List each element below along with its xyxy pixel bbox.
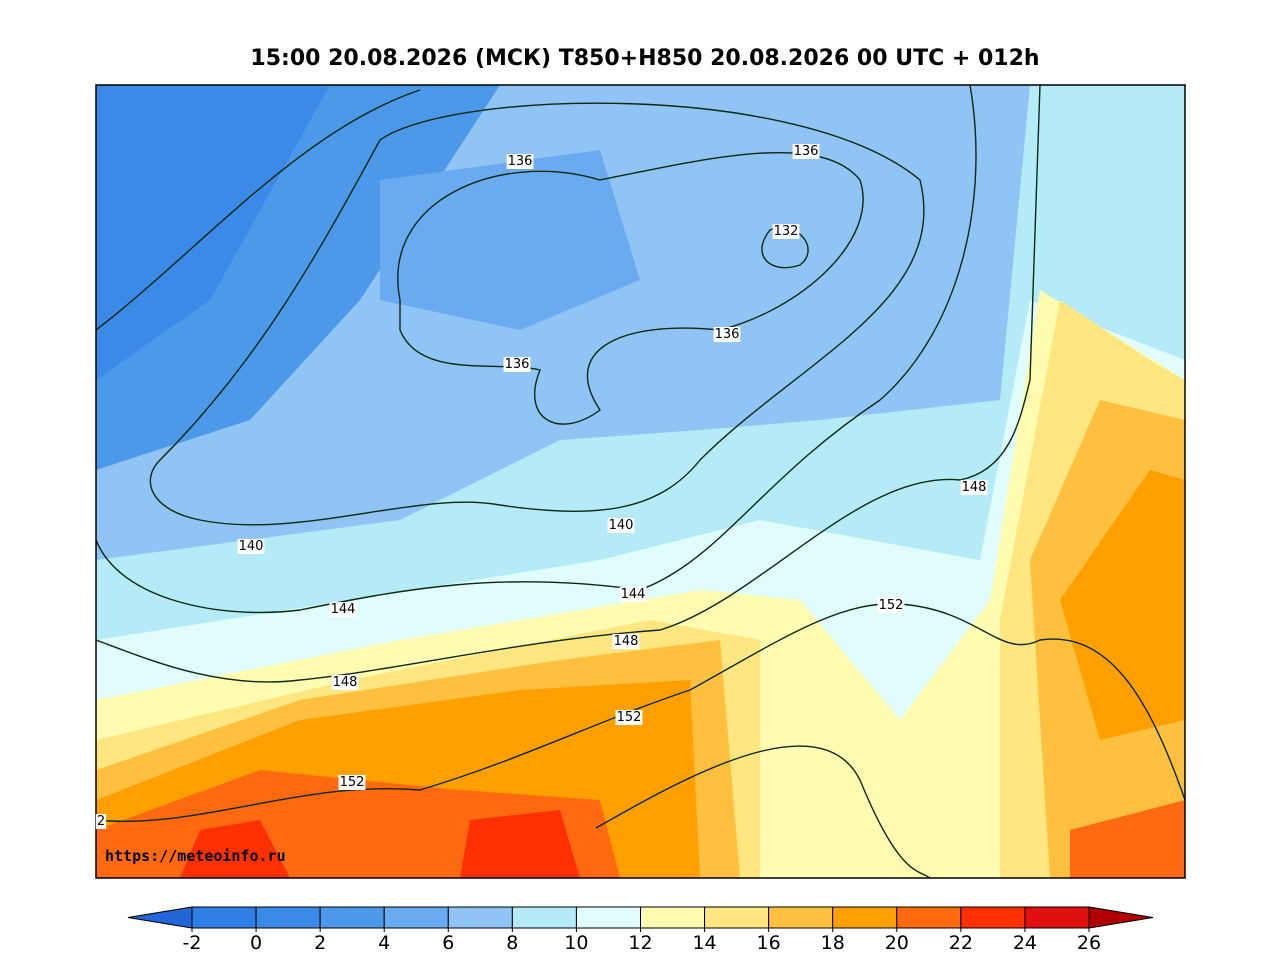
colorbar-tick-label: 4 — [378, 932, 390, 954]
colorbar-tick-label: 16 — [757, 932, 781, 954]
colorbar-segment — [447, 906, 513, 929]
contour-136 — [397, 151, 864, 425]
contour-140 — [96, 89, 925, 526]
contour-label: 148 — [962, 480, 987, 495]
contour-label-bg — [237, 539, 265, 554]
contour-label: 148 — [333, 675, 358, 690]
colorbar-segment — [319, 906, 385, 929]
contour-label-bg — [713, 327, 741, 342]
contour-label: 144 — [621, 587, 646, 602]
colorbar-extend-low — [127, 906, 193, 929]
contour-label: 152 — [340, 775, 365, 790]
contour-label-bg — [95, 814, 107, 829]
colorbar-segment — [960, 906, 1026, 929]
colorbar-segment — [255, 906, 321, 929]
contour-labels: 136 136 132 136 136 148 140 140 144 144 152 148 148 1… — [95, 144, 988, 829]
contour-label-bg — [338, 775, 366, 790]
colorbar-segment — [383, 906, 449, 929]
colorbar: -2 0 2 4 6 8 10 12 14 16 18 20 22 24 26 — [127, 906, 1154, 954]
contour-label: 132 — [774, 224, 799, 239]
contour-label-bg — [612, 634, 640, 649]
field-hot1 — [96, 470, 1185, 878]
contour-label-bg — [615, 710, 643, 725]
contour-label: 152 — [617, 710, 642, 725]
contour-label: 136 — [505, 357, 530, 372]
colorbar-segment — [511, 906, 577, 929]
colorbar-segment — [640, 906, 706, 929]
contour-label-bg — [506, 154, 534, 169]
colorbar-tick-label: 18 — [821, 932, 845, 954]
field-colder — [96, 85, 330, 380]
contour-label: 144 — [331, 602, 356, 617]
colorbar-tick-label: 8 — [506, 932, 518, 954]
contour-label: 148 — [614, 634, 639, 649]
contour-148 — [96, 85, 1041, 683]
contour-152 — [96, 603, 1185, 823]
colorbar-tick-label: 10 — [564, 932, 588, 954]
contour-label-bg — [503, 357, 531, 372]
contour-label-bg — [877, 598, 905, 613]
contour-152b — [595, 745, 931, 878]
colorbar-tick-label: 14 — [692, 932, 716, 954]
colorbar-segment — [768, 906, 834, 929]
colorbar-segment — [575, 906, 642, 929]
field-hot2 — [96, 770, 1185, 878]
colorbar-tick-label: 26 — [1077, 932, 1101, 954]
map-title: 15:00 20.08.2026 (МСК) T850+H850 20.08.2… — [250, 46, 1039, 71]
colorbar-tick-label: 6 — [442, 932, 454, 954]
contour-label: 136 — [508, 154, 533, 169]
contour-label-bg — [607, 518, 635, 533]
map-field — [96, 85, 1185, 878]
contour-label-bg — [960, 480, 988, 495]
field-hot3 — [180, 810, 580, 878]
contour-label-bg — [331, 675, 359, 690]
contour-label: 140 — [239, 539, 264, 554]
colorbar-segment — [1024, 906, 1090, 929]
colorbar-segment — [704, 906, 770, 929]
contour-label-bg — [792, 144, 820, 159]
colorbar-tick-label: 12 — [628, 932, 652, 954]
colorbar-tick-label: -2 — [183, 932, 202, 954]
colorbar-tick-label: 2 — [314, 932, 326, 954]
colorbar-segment — [832, 906, 898, 929]
contour-label: 152 — [879, 598, 904, 613]
colorbar-extend-high — [1088, 906, 1154, 929]
contour-label: 136 — [794, 144, 819, 159]
contour-label: 2 — [97, 814, 105, 829]
contour-label-bg — [772, 224, 800, 239]
field-scandinavia — [380, 150, 640, 330]
map-frame — [95, 84, 1186, 879]
colorbar-tick-label: 22 — [949, 932, 973, 954]
colorbar-segment — [191, 906, 257, 929]
colorbar-segment — [896, 906, 962, 929]
colorbar-tick-label: 20 — [885, 932, 909, 954]
contour-label-bg — [619, 587, 647, 602]
contour-label-bg — [329, 602, 357, 617]
contour-label: 140 — [609, 518, 634, 533]
colorbar-tick-label: 0 — [250, 932, 262, 954]
contour-label: 136 — [715, 327, 740, 342]
watermark: https://meteoinfo.ru — [105, 847, 286, 865]
colorbar-tick-label: 24 — [1013, 932, 1037, 954]
